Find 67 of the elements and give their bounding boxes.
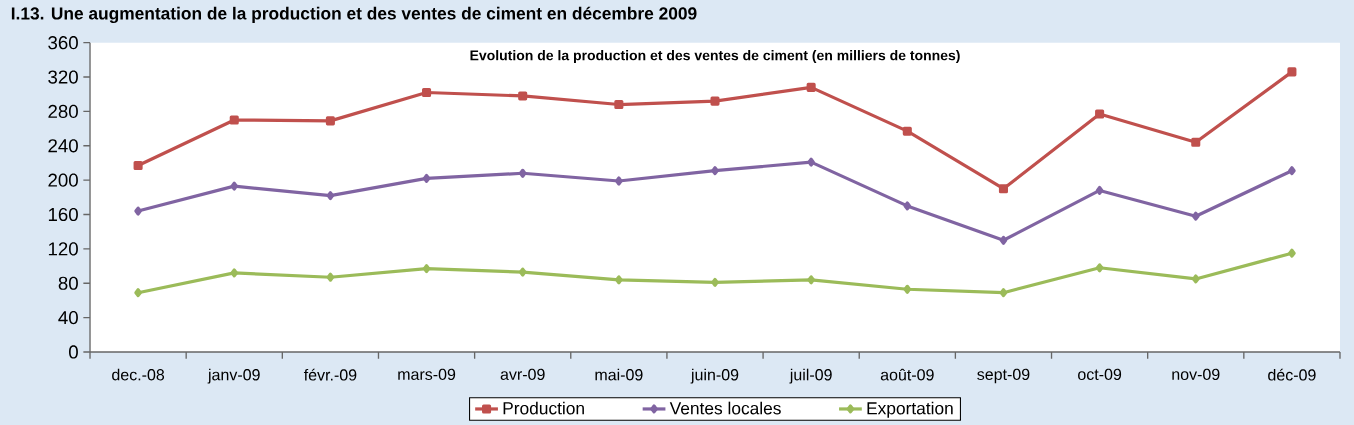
point — [903, 201, 912, 211]
legend-label: Production — [503, 401, 584, 415]
x-tick-label: août-09 — [880, 368, 934, 381]
point — [1095, 185, 1104, 195]
point — [903, 284, 912, 294]
x-tick-label: dec.-08 — [112, 368, 165, 381]
point — [326, 191, 335, 201]
x-tick-label: févr.-09 — [303, 368, 357, 381]
y-tick-label: 160 — [48, 207, 78, 222]
point — [999, 235, 1008, 245]
point — [134, 206, 142, 216]
point — [518, 91, 528, 101]
point — [229, 115, 239, 125]
point — [711, 166, 719, 176]
y-tick-label: 200 — [48, 173, 78, 187]
point — [710, 96, 720, 106]
point — [422, 87, 432, 98]
y-tick-label: 240 — [48, 139, 78, 153]
x-tick-label: déc-09 — [1268, 368, 1316, 381]
x-tick-label: avr-09 — [500, 368, 545, 381]
point — [615, 176, 623, 186]
point — [807, 275, 815, 285]
x-tick-label: mars-09 — [398, 368, 456, 381]
x-tick-label: janv-09 — [207, 368, 260, 384]
point — [518, 168, 527, 178]
x-tick-label: juin-09 — [690, 368, 739, 384]
point — [134, 288, 142, 298]
point — [326, 272, 335, 282]
point — [1191, 274, 1200, 284]
x-tick-label: mai-09 — [595, 368, 643, 381]
point — [615, 275, 623, 285]
x-tick-label: oct-09 — [1078, 368, 1122, 381]
point — [325, 116, 335, 126]
legend-label: Exportation — [867, 401, 953, 418]
point — [230, 268, 239, 278]
point — [133, 161, 143, 171]
point — [1095, 109, 1105, 119]
point — [1095, 263, 1104, 273]
chart-title: Evolution de la production et des ventes de ciment (en milliers de tonnes) — [470, 50, 960, 64]
point — [711, 277, 719, 287]
point — [999, 288, 1008, 298]
text: I.13. Une augmentation de la production et des ventes de ciment en décembre 2009 — [11, 6, 697, 24]
y-tick-label: 280 — [48, 104, 78, 119]
y-tick-label: 0 — [69, 345, 78, 359]
point — [614, 99, 624, 110]
point — [1287, 67, 1297, 77]
y-tick-label: 320 — [48, 70, 78, 84]
point — [1288, 166, 1296, 176]
legend-label: Ventes locales — [669, 401, 781, 415]
x-tick-label: juil-09 — [789, 368, 832, 384]
y-tick-label: 120 — [48, 242, 78, 256]
x-tick-label: nov-09 — [1172, 368, 1220, 381]
y-tick-label: 360 — [48, 36, 78, 50]
point — [807, 157, 815, 167]
point — [998, 184, 1008, 194]
x-tick-label: sept-09 — [977, 368, 1030, 384]
point — [1191, 211, 1200, 221]
point — [1191, 137, 1201, 147]
y-tick-label: 40 — [58, 310, 78, 325]
point — [902, 126, 912, 136]
point — [806, 82, 816, 92]
y-tick-label: 80 — [58, 276, 78, 290]
point — [518, 267, 527, 277]
point — [422, 173, 431, 183]
point — [230, 181, 239, 191]
point — [1288, 248, 1296, 258]
point — [422, 264, 431, 274]
